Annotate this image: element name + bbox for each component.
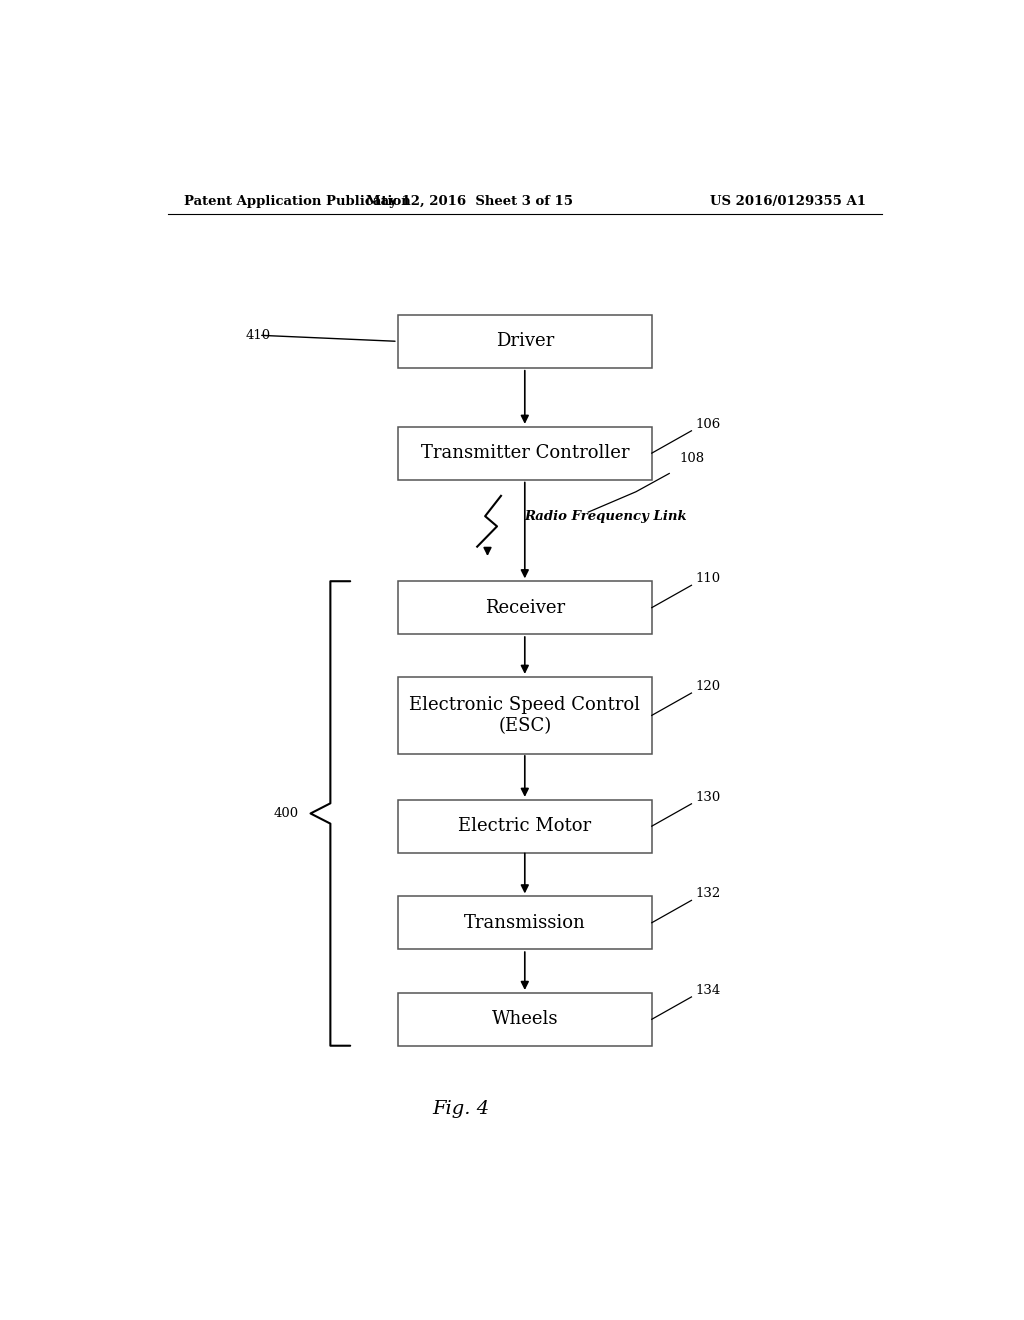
Text: US 2016/0129355 A1: US 2016/0129355 A1: [710, 194, 866, 207]
Text: Electronic Speed Control
(ESC): Electronic Speed Control (ESC): [410, 696, 640, 735]
Text: 400: 400: [273, 808, 299, 821]
Text: Patent Application Publication: Patent Application Publication: [183, 194, 411, 207]
Text: Radio Frequency Link: Radio Frequency Link: [524, 510, 687, 523]
Text: 110: 110: [695, 573, 721, 585]
Text: 132: 132: [695, 887, 721, 900]
FancyBboxPatch shape: [397, 993, 651, 1045]
Text: 134: 134: [695, 983, 721, 997]
FancyBboxPatch shape: [397, 581, 651, 634]
FancyBboxPatch shape: [397, 677, 651, 754]
Text: 130: 130: [695, 791, 721, 804]
Text: Receiver: Receiver: [484, 599, 565, 616]
Text: 108: 108: [680, 453, 705, 466]
Text: 410: 410: [246, 329, 270, 342]
Text: Driver: Driver: [496, 333, 554, 350]
Text: May 12, 2016  Sheet 3 of 15: May 12, 2016 Sheet 3 of 15: [366, 194, 572, 207]
FancyBboxPatch shape: [397, 426, 651, 479]
FancyBboxPatch shape: [397, 315, 651, 368]
Text: 120: 120: [695, 680, 721, 693]
FancyBboxPatch shape: [397, 896, 651, 949]
Text: Electric Motor: Electric Motor: [458, 817, 592, 836]
Text: 106: 106: [695, 418, 721, 430]
Text: Transmitter Controller: Transmitter Controller: [421, 444, 629, 462]
FancyBboxPatch shape: [397, 800, 651, 853]
Text: Transmission: Transmission: [464, 913, 586, 932]
Text: Fig. 4: Fig. 4: [433, 1100, 489, 1118]
Text: Wheels: Wheels: [492, 1010, 558, 1028]
